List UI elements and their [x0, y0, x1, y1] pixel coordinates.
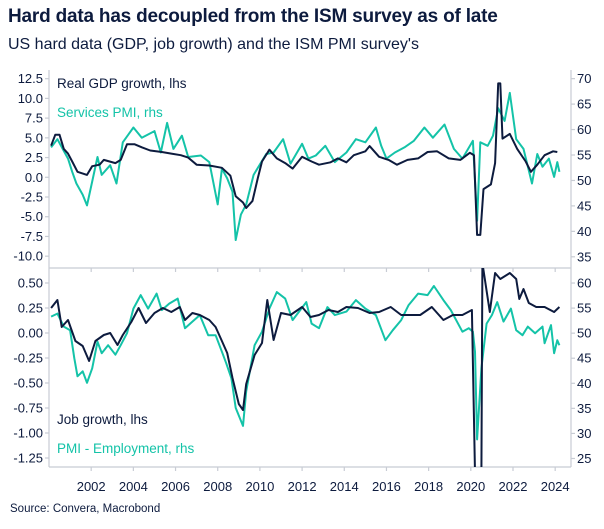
right-tick-label: 55 — [577, 148, 591, 163]
right-tick-label: 25 — [577, 451, 591, 466]
left-tick-label: -7.5 — [21, 229, 43, 244]
left-tick-label: 7.5 — [25, 111, 43, 126]
right-tick-label: 50 — [577, 326, 591, 341]
left-tick-label: -1.00 — [13, 426, 43, 441]
left-tick-label: 10.0 — [18, 91, 43, 106]
right-tick-label: 70 — [577, 71, 591, 86]
left-tick-label: -1.25 — [13, 451, 43, 466]
x-tick-label: 2024 — [541, 479, 570, 494]
left-tick-label: -2.5 — [21, 190, 43, 205]
x-tick-label: 2004 — [119, 479, 148, 494]
left-tick-label: -10.0 — [13, 249, 43, 264]
legend-label: Services PMI, rhs — [57, 105, 163, 120]
top-panel: 12.5 10.0 7.5 5.0 2.5 0.0 -2.5 -5.0 -7.5 -10.0 70 6… — [13, 70, 591, 272]
left-tick-label: 0.0 — [25, 170, 43, 185]
right-tick-label: 40 — [577, 376, 591, 391]
right-tick-label: 45 — [577, 198, 591, 213]
left-tick-label: 0.00 — [18, 326, 43, 341]
left-tick-label: 0.25 — [18, 301, 43, 316]
right-tick-label: 30 — [577, 426, 591, 441]
bottom-panel: 0.50 0.25 0.00 -0.25 -0.50 -0.75 -1.00 -1.25 60 5… — [13, 268, 591, 494]
left-tick-label: 2.5 — [25, 150, 43, 165]
chart-subtitle: US hard data (GDP, job growth) and the I… — [8, 36, 419, 53]
source-note: Source: Convera, Macrobond — [10, 503, 161, 515]
left-tick-label: -0.50 — [13, 376, 43, 391]
x-tick-label: 2022 — [499, 479, 528, 494]
right-tick-label: 60 — [577, 122, 591, 137]
left-tick-label: 0.50 — [18, 276, 43, 291]
right-tick-label: 50 — [577, 173, 591, 188]
legend-label: Job growth, lhs — [57, 412, 148, 427]
left-tick-label: -5.0 — [21, 209, 43, 224]
series-line-pmi-employment-rhs — [50, 285, 561, 441]
right-tick-label: 35 — [577, 249, 591, 264]
x-tick-label: 2012 — [288, 479, 317, 494]
right-tick-label: 60 — [577, 276, 591, 291]
x-tick-label: 2008 — [203, 479, 232, 494]
right-tick-label: 40 — [577, 224, 591, 239]
x-tick-label: 2020 — [456, 479, 485, 494]
chart-title: Hard data has decoupled from the ISM sur… — [8, 6, 498, 27]
x-tick-label: 2002 — [77, 479, 106, 494]
left-tick-label: -0.25 — [13, 351, 43, 366]
legend-label: Real GDP growth, lhs — [57, 76, 187, 91]
series-line-real-gdp-growth-lhs — [50, 82, 558, 236]
right-tick-label: 45 — [577, 351, 591, 366]
left-tick-label: 12.5 — [18, 71, 43, 86]
right-tick-label: 65 — [577, 97, 591, 112]
left-tick-label: 5.0 — [25, 130, 43, 145]
series-line-services-pmi-rhs — [50, 91, 561, 241]
series-line-job-growth-lhs — [50, 268, 561, 467]
x-tick-label: 2006 — [161, 479, 190, 494]
x-tick-label: 2018 — [414, 479, 443, 494]
right-tick-label: 55 — [577, 301, 591, 316]
left-tick-label: -0.75 — [13, 401, 43, 416]
legend-label: PMI - Employment, rhs — [57, 441, 195, 456]
x-tick-label: 2010 — [245, 479, 274, 494]
x-tick-label: 2016 — [372, 479, 401, 494]
x-tick-label: 2014 — [330, 479, 359, 494]
right-tick-label: 35 — [577, 401, 591, 416]
